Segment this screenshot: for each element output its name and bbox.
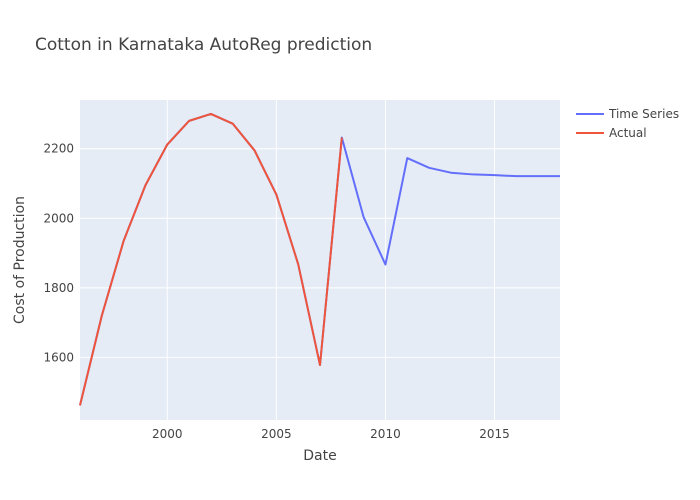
x-tick-label: 2005: [261, 427, 292, 441]
chart-title: Cotton in Karnataka AutoReg prediction: [35, 35, 372, 55]
legend-item[interactable]: Actual: [576, 126, 647, 140]
x-tick-label: 2015: [479, 427, 510, 441]
legend-label: Time Series: [608, 107, 679, 121]
series-layer: [79, 112, 560, 406]
x-tick-label: 2010: [370, 427, 401, 441]
y-tick-label: 1600: [43, 350, 74, 364]
legend[interactable]: Time Series Actual: [576, 107, 679, 140]
y-tick-label: 2000: [43, 211, 74, 225]
legend-item[interactable]: Time Series: [576, 107, 679, 121]
x-tick-label: 2000: [152, 427, 183, 441]
plot-area: [80, 100, 560, 420]
series-1: [79, 112, 343, 406]
x-axis-title: Date: [303, 448, 336, 464]
y-tick-label: 1800: [43, 281, 74, 295]
y-tick-label: 2200: [43, 142, 74, 156]
series-line: [79, 112, 343, 406]
x-axis-ticks: 2000 2005 2010 2015: [152, 427, 510, 441]
legend-label: Actual: [609, 126, 647, 140]
y-axis-title: Cost of Production: [12, 196, 28, 324]
y-axis-ticks: 1600 1800 2000 2200: [43, 142, 74, 365]
